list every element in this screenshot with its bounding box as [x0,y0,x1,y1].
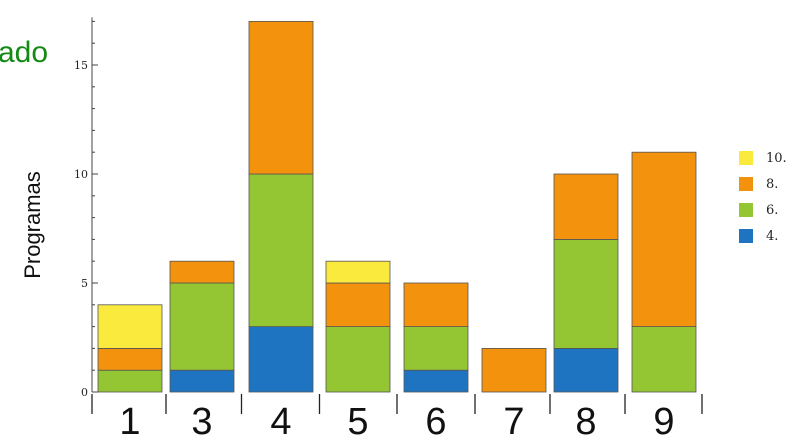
bar-segment-1-s1 [97,369,163,393]
bar-segment-3-s0 [169,369,235,393]
x-tick-label-6: 6 [425,401,446,442]
x-tick-label-9: 9 [653,401,674,442]
legend-label-4: 4. [766,229,778,244]
legend-swatch-10 [739,151,753,165]
plot-area: 0 5 10 15 1 3 4 5 6 7 8 9 [74,17,703,442]
x-tick-label-8: 8 [575,401,596,442]
bar-segment-6-s1 [403,326,469,371]
bar-segment-7-s2 [481,347,547,393]
bars-group [97,20,697,393]
bar-segment-5-s1 [325,326,391,393]
bar-segment-1-s3 [97,304,163,349]
bar-segment-8-s1 [553,238,619,349]
bar-segment-9-s2 [631,151,697,327]
clipped-side-label: ado [0,36,48,69]
bar-segment-9-s1 [631,326,697,393]
x-ticks: 1 3 4 5 6 7 8 9 [91,394,703,442]
legend-label-10: 10. [766,151,787,166]
bar-segment-8-s2 [553,173,619,240]
bar-segment-4-s2 [248,20,314,175]
y-tick-label-10: 10 [74,168,88,181]
legend-swatch-4 [739,229,753,243]
legend-label-8: 8. [766,177,778,192]
x-tick-label-7: 7 [503,401,524,442]
bar-segment-5-s2 [325,282,391,327]
y-tick-label-5: 5 [81,277,88,290]
y-axis-label: Programas [20,171,45,279]
legend-swatch-8 [739,177,753,191]
bar-segment-1-s2 [97,347,163,371]
x-tick-label-3: 3 [191,401,212,442]
legend-label-6: 6. [766,203,778,218]
bar-segment-3-s1 [169,282,235,371]
bar-segment-4-s1 [248,173,314,328]
y-ticks: 0 5 10 15 [74,20,98,399]
y-tick-label-0: 0 [81,386,88,399]
bar-segment-4-s0 [248,326,314,393]
x-tick-label-1: 1 [119,401,140,442]
y-tick-label-15: 15 [74,59,88,72]
legend-swatch-6 [739,203,753,217]
bar-segment-5-s3 [325,260,391,284]
x-tick-label-4: 4 [270,401,291,442]
legend: 10. 8. 6. 4. [739,151,787,244]
bar-segment-3-s2 [169,260,235,284]
bar-segment-6-s2 [403,282,469,327]
bar-segment-6-s0 [403,369,469,393]
x-tick-label-5: 5 [347,401,368,442]
bar-segment-8-s0 [553,347,619,393]
